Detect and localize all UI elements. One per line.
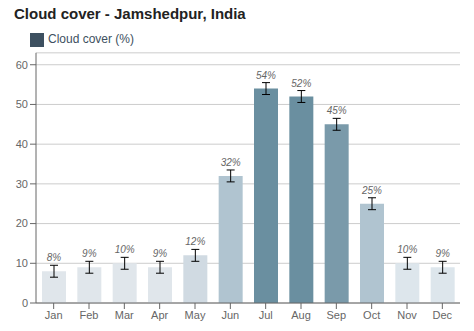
svg-text:20: 20 bbox=[16, 217, 28, 229]
svg-text:52%: 52% bbox=[291, 78, 311, 89]
svg-text:May: May bbox=[185, 309, 206, 321]
svg-text:Jul: Jul bbox=[259, 309, 273, 321]
svg-text:54%: 54% bbox=[256, 70, 276, 81]
svg-text:25%: 25% bbox=[361, 185, 382, 196]
svg-text:32%: 32% bbox=[221, 157, 241, 168]
svg-text:9%: 9% bbox=[435, 248, 450, 259]
svg-text:50: 50 bbox=[16, 98, 28, 110]
svg-text:Oct: Oct bbox=[363, 309, 380, 321]
svg-text:10: 10 bbox=[16, 257, 28, 269]
svg-text:30: 30 bbox=[16, 178, 28, 190]
svg-text:Feb: Feb bbox=[80, 309, 99, 321]
svg-text:Nov: Nov bbox=[397, 309, 417, 321]
svg-text:0: 0 bbox=[22, 297, 28, 309]
svg-text:Mar: Mar bbox=[115, 309, 134, 321]
html-text:Cloud cover - Jamshedpur, Indi: Cloud cover - Jamshedpur, India bbox=[14, 5, 246, 22]
svg-text:10%: 10% bbox=[397, 244, 417, 255]
svg-text:8%: 8% bbox=[47, 252, 62, 263]
svg-text:Aug: Aug bbox=[291, 309, 311, 321]
svg-text:Jun: Jun bbox=[221, 309, 239, 321]
svg-text:9%: 9% bbox=[153, 248, 168, 259]
svg-text:9%: 9% bbox=[82, 248, 97, 259]
svg-text:10%: 10% bbox=[115, 244, 135, 255]
svg-text:Jan: Jan bbox=[45, 309, 63, 321]
html-text:Cloud cover (%): Cloud cover (%) bbox=[48, 32, 134, 46]
svg-text:12%: 12% bbox=[185, 236, 205, 247]
svg-text:45%: 45% bbox=[327, 105, 347, 116]
svg-text:Dec: Dec bbox=[433, 309, 453, 321]
svg-text:Apr: Apr bbox=[151, 309, 168, 321]
svg-text:60: 60 bbox=[16, 59, 28, 71]
svg-text:40: 40 bbox=[16, 138, 28, 150]
svg-text:Sep: Sep bbox=[327, 309, 347, 321]
